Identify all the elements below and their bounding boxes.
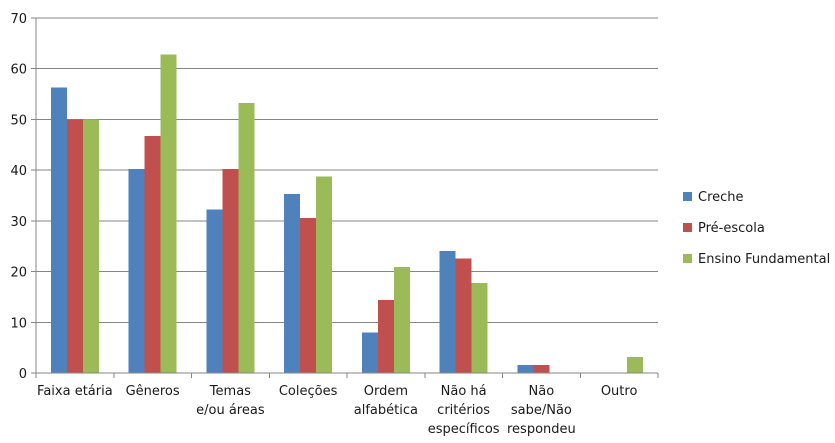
legend-label: Pré-escola [698,221,765,236]
legend-label: Ensino Fundamental [698,252,830,267]
legend-swatch [683,192,692,201]
x-category-label: Gêneros [126,384,180,399]
legend-swatch [683,254,692,263]
bar-ensino-fundamental-4 [393,267,410,373]
bar-ensino-fundamental-7 [627,356,644,373]
bar-ensino-fundamental-0 [82,119,99,373]
legend-swatch [683,223,692,232]
x-axis-categories: Faixa etária Gêneros Temas e/ou áreas Coleçõ… [37,384,637,437]
bar-creche-5 [439,250,456,373]
x-category-label: Ordem alfabética [354,384,418,418]
x-category-label: Outro [601,384,638,399]
y-tick-label: 50 [10,113,27,128]
bar-creche-1 [128,169,145,373]
bar-pr-escola-2 [222,169,239,373]
y-tick-label: 0 [19,367,27,382]
y-tick-label: 60 [10,63,27,78]
y-tick-label: 20 [10,266,27,281]
axes [31,17,659,378]
bar-creche-6 [517,364,534,373]
bar-pr-escola-3 [300,217,317,373]
x-category-label: Não há critérios específicos [428,384,500,437]
x-category-label: Temas e/ou áreas [196,384,265,418]
x-category-label: Coleções [279,384,338,399]
y-tick-label: 40 [10,164,27,179]
bar-pr-escola-5 [455,258,472,373]
bar-creche-3 [284,193,301,373]
bar-ensino-fundamental-1 [160,54,177,374]
bar-ensino-fundamental-3 [316,176,333,373]
y-tick-label: 10 [10,316,27,331]
bar-creche-2 [206,209,223,373]
bar-creche-0 [50,87,67,373]
bar-ensino-fundamental-2 [238,103,255,373]
bar-creche-4 [361,332,378,373]
x-category-label: Não sabe/Não respondeu [507,384,576,437]
x-category-label: Faixa etária [37,384,113,399]
bars [50,54,644,374]
bar-ensino-fundamental-5 [471,283,488,373]
legend-label: Creche [698,190,744,205]
bar-pr-escola-0 [66,119,83,373]
y-tick-label: 30 [10,215,27,230]
bar-pr-escola-4 [377,299,394,373]
bar-pr-escola-6 [533,364,550,373]
y-tick-label: 70 [10,12,27,27]
bar-pr-escola-1 [144,136,161,373]
y-axis-ticks: 0 10 20 30 40 50 60 70 [10,12,27,382]
legend: Creche Pré-escola Ensino Fundamental [683,190,830,267]
